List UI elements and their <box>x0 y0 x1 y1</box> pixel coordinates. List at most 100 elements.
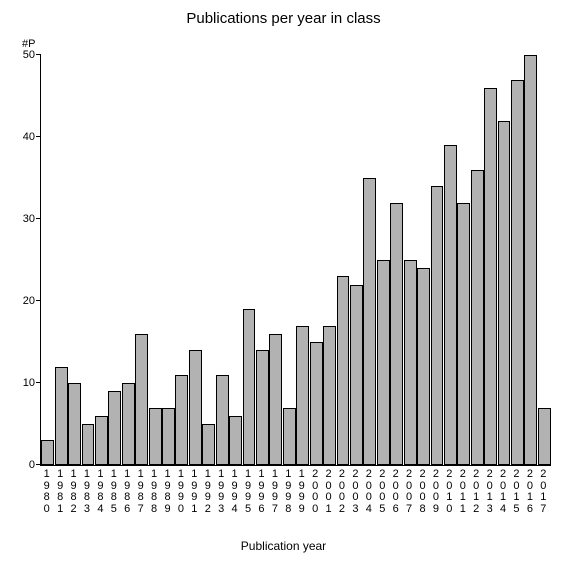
x-tick-label: 2006 <box>389 467 402 515</box>
bar-slot <box>484 55 497 465</box>
bar-slot <box>296 55 309 465</box>
x-tick-label: 2008 <box>416 467 429 515</box>
x-tick-label: 2005 <box>376 467 389 515</box>
bar-slot <box>202 55 215 465</box>
x-tick-label: 2000 <box>308 467 321 515</box>
x-tick-label: 1991 <box>188 467 201 515</box>
bar-slot <box>444 55 457 465</box>
bar <box>269 334 282 465</box>
bar-slot <box>54 55 67 465</box>
publications-bar-chart: Publications per year in class #P 010203… <box>0 0 567 567</box>
bar <box>377 260 390 465</box>
x-tick-label: 1982 <box>67 467 80 515</box>
x-tick-label: 1994 <box>228 467 241 515</box>
x-tick-label: 2004 <box>362 467 375 515</box>
bar <box>162 408 175 465</box>
bar-slot <box>511 55 524 465</box>
bar <box>404 260 417 465</box>
x-tick-label: 1995 <box>241 467 254 515</box>
x-tick-label: 1988 <box>147 467 160 515</box>
bar <box>511 80 524 465</box>
y-tick-label: 0 <box>29 459 35 471</box>
bar-slot <box>323 55 336 465</box>
bar-slot <box>122 55 135 465</box>
x-tick-label: 2009 <box>429 467 442 515</box>
bar <box>390 203 403 465</box>
bar <box>149 408 162 465</box>
bar <box>108 391 121 465</box>
x-tick-label: 1987 <box>134 467 147 515</box>
bar <box>55 367 68 465</box>
bar <box>363 178 376 465</box>
bar-slot <box>457 55 470 465</box>
bar-slot <box>403 55 416 465</box>
bar-slot <box>471 55 484 465</box>
bar <box>122 383 135 465</box>
x-tick-label: 2012 <box>470 467 483 515</box>
x-tick-label: 2001 <box>322 467 335 515</box>
bar <box>471 170 484 465</box>
bar <box>524 55 537 465</box>
x-tick-label: 2003 <box>349 467 362 515</box>
bar <box>337 276 350 465</box>
bar-slot <box>242 55 255 465</box>
bar <box>135 334 148 465</box>
y-tick-label: 50 <box>23 49 35 61</box>
x-tick-label: 2007 <box>402 467 415 515</box>
x-tick-label: 1984 <box>94 467 107 515</box>
x-tick-label: 1997 <box>268 467 281 515</box>
bar-slot <box>108 55 121 465</box>
bar-slot <box>377 55 390 465</box>
x-tick-label: 1998 <box>282 467 295 515</box>
bar-slot <box>148 55 161 465</box>
bar-slot <box>390 55 403 465</box>
bar-slot <box>81 55 94 465</box>
bar-slot <box>497 55 510 465</box>
x-tick-label: 2002 <box>335 467 348 515</box>
y-tick-label: 40 <box>23 131 35 143</box>
x-tick-label: 1999 <box>295 467 308 515</box>
bar <box>68 383 81 465</box>
bar-slot <box>309 55 322 465</box>
bar-slot <box>336 55 349 465</box>
bar <box>323 326 336 465</box>
bar-slot <box>175 55 188 465</box>
bar <box>484 88 497 465</box>
bar-slot <box>350 55 363 465</box>
bar <box>202 424 215 465</box>
x-tick-label: 1986 <box>121 467 134 515</box>
bar <box>296 326 309 465</box>
x-tick-label: 1990 <box>174 467 187 515</box>
x-tick-label: 1985 <box>107 467 120 515</box>
bar <box>229 416 242 465</box>
bar <box>256 350 269 465</box>
bar-slot <box>256 55 269 465</box>
bar <box>216 375 229 465</box>
y-tick-label: 20 <box>23 295 35 307</box>
plot-area: 01020304050 <box>40 55 551 466</box>
bar-slot <box>229 55 242 465</box>
bar-slot <box>538 55 551 465</box>
bar <box>175 375 188 465</box>
x-tick-label: 2013 <box>483 467 496 515</box>
bar <box>95 416 108 465</box>
bar-slot <box>41 55 54 465</box>
bar <box>283 408 296 465</box>
x-tick-label: 2017 <box>537 467 550 515</box>
x-tick-label: 2010 <box>443 467 456 515</box>
bar <box>538 408 551 465</box>
bars-container <box>41 55 551 465</box>
bar <box>431 186 444 465</box>
bar <box>41 440 54 465</box>
x-tick-labels: 1980198119821983198419851986198719881989… <box>40 467 550 515</box>
bar-slot <box>363 55 376 465</box>
x-tick-label: 1989 <box>161 467 174 515</box>
chart-title: Publications per year in class <box>0 10 567 27</box>
x-tick-label: 1980 <box>40 467 53 515</box>
bar-slot <box>189 55 202 465</box>
x-tick-label: 2011 <box>456 467 469 515</box>
x-tick-label: 2016 <box>523 467 536 515</box>
bar-slot <box>524 55 537 465</box>
bar <box>243 309 256 465</box>
x-tick-label: 1981 <box>53 467 66 515</box>
